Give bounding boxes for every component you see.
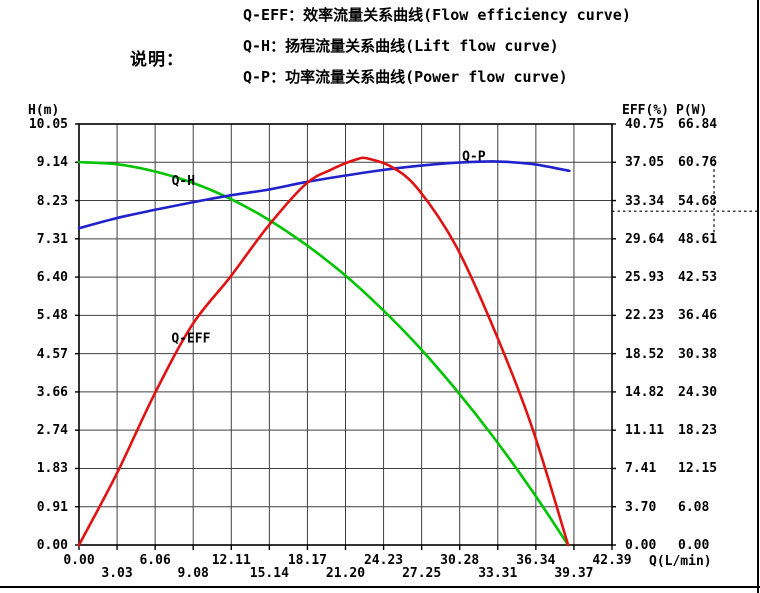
- y-right-eff-tick-label: 11.11: [625, 423, 665, 439]
- y-left-tick-label: 3.66: [36, 384, 68, 400]
- y-right-p-tick-label: 42.53: [678, 270, 718, 286]
- y-left-tick-label: 8.23: [36, 193, 68, 209]
- x-tick-label: 33.31: [478, 566, 518, 581]
- legend-line-1: Q-H：扬程流量关系曲线(Lift flow curve): [243, 37, 559, 55]
- x-tick-label: 24.23: [363, 553, 404, 568]
- legend-line-2: Q-P：功率流量关系曲线(Power flow curve): [243, 68, 568, 86]
- curve-label-q-eff: Q-EFF: [171, 331, 210, 346]
- x-tick-label: 21.20: [325, 566, 366, 581]
- curve-label-q-h: Q-H: [172, 174, 195, 189]
- y-right-p-tick-label: 12.15: [678, 461, 718, 477]
- legend: Q-EFF：效率流量关系曲线(Flow efficiency curve) Q-H…: [243, 6, 631, 99]
- x-tick-label: 18.17: [287, 553, 327, 568]
- x-tick-label: 12.11: [211, 553, 251, 568]
- y-right-p-tick-label: 6.08: [678, 499, 710, 515]
- x-tick-label: 27.25: [402, 566, 442, 581]
- y-right-p-tick-label: 30.38: [678, 346, 718, 362]
- x-tick-label: 6.06: [139, 553, 171, 568]
- y-left-tick-label: 0.00: [36, 538, 68, 553]
- x-tick-label: 9.08: [177, 566, 209, 581]
- y-left-tick-label: 0.91: [36, 499, 68, 515]
- y-left-tick-label: 9.14: [36, 155, 68, 171]
- y-right-eff-tick-label: 37.05: [625, 155, 665, 171]
- y-right-p-tick-label: 48.61: [678, 231, 718, 247]
- y-left-tick-label: 7.31: [36, 231, 68, 247]
- legend-caption: 说明：: [130, 50, 184, 70]
- legend-line-0: Q-EFF：效率流量关系曲线(Flow efficiency curve): [243, 6, 631, 24]
- y-right-eff-tick-label: 33.34: [625, 193, 665, 209]
- y-right-p-tick-label: 18.23: [678, 423, 718, 439]
- y-right-p-tick-label: 36.46: [678, 308, 718, 324]
- y-right-eff-tick-label: 18.52: [625, 346, 665, 362]
- curve-q-h: [77, 160, 570, 547]
- y-right-eff-tick-label: 25.93: [625, 270, 665, 286]
- x-axis-title: Q(L/min): [649, 554, 712, 569]
- curve-label-q-p: Q-P: [462, 149, 486, 164]
- y-left-tick-label: 2.74: [36, 423, 68, 439]
- y-right-eff-tick-label: 0.00: [625, 538, 657, 553]
- y-left-tick-label: 5.48: [36, 308, 68, 324]
- x-tick-label: 42.39: [592, 553, 632, 568]
- x-tick-label: 15.14: [249, 566, 289, 581]
- y-right-p-tick-label: 66.84: [678, 117, 718, 132]
- y-right-eff-axis-title: EFF(%): [622, 103, 669, 118]
- curve-q-eff: [77, 156, 570, 547]
- y-left-tick-label: 4.57: [36, 346, 68, 362]
- image-border-bottom: [0, 586, 760, 588]
- y-right-eff-tick-label: 3.70: [625, 499, 657, 515]
- y-left-tick-label: 6.40: [36, 270, 68, 286]
- y-right-eff-tick-label: 22.23: [625, 308, 665, 324]
- x-tick-label: 39.37: [554, 566, 594, 581]
- y-right-p-tick-label: 54.68: [678, 193, 718, 209]
- y-right-eff-tick-label: 7.41: [625, 461, 657, 477]
- x-tick-label: 0.00: [63, 553, 95, 568]
- y-right-p-axis-title: P(W): [676, 103, 708, 118]
- x-tick-label: 3.03: [101, 566, 133, 581]
- x-tick-label: 36.34: [516, 553, 556, 568]
- y-left-tick-label: 1.83: [36, 461, 68, 477]
- image-border-right: [757, 0, 759, 593]
- y-right-p-tick-label: 0.00: [678, 538, 710, 553]
- x-tick-label: 30.28: [440, 553, 480, 568]
- curve-q-p: [77, 160, 571, 230]
- y-left-axis-title: H(m): [28, 103, 60, 118]
- y-left-tick-label: 10.05: [28, 117, 68, 132]
- y-right-eff-tick-label: 29.64: [625, 231, 665, 247]
- y-right-eff-tick-label: 14.82: [625, 384, 665, 400]
- y-right-p-tick-label: 24.30: [678, 384, 718, 400]
- y-right-p-tick-label: 60.76: [678, 155, 718, 171]
- y-right-eff-tick-label: 40.75: [625, 117, 665, 132]
